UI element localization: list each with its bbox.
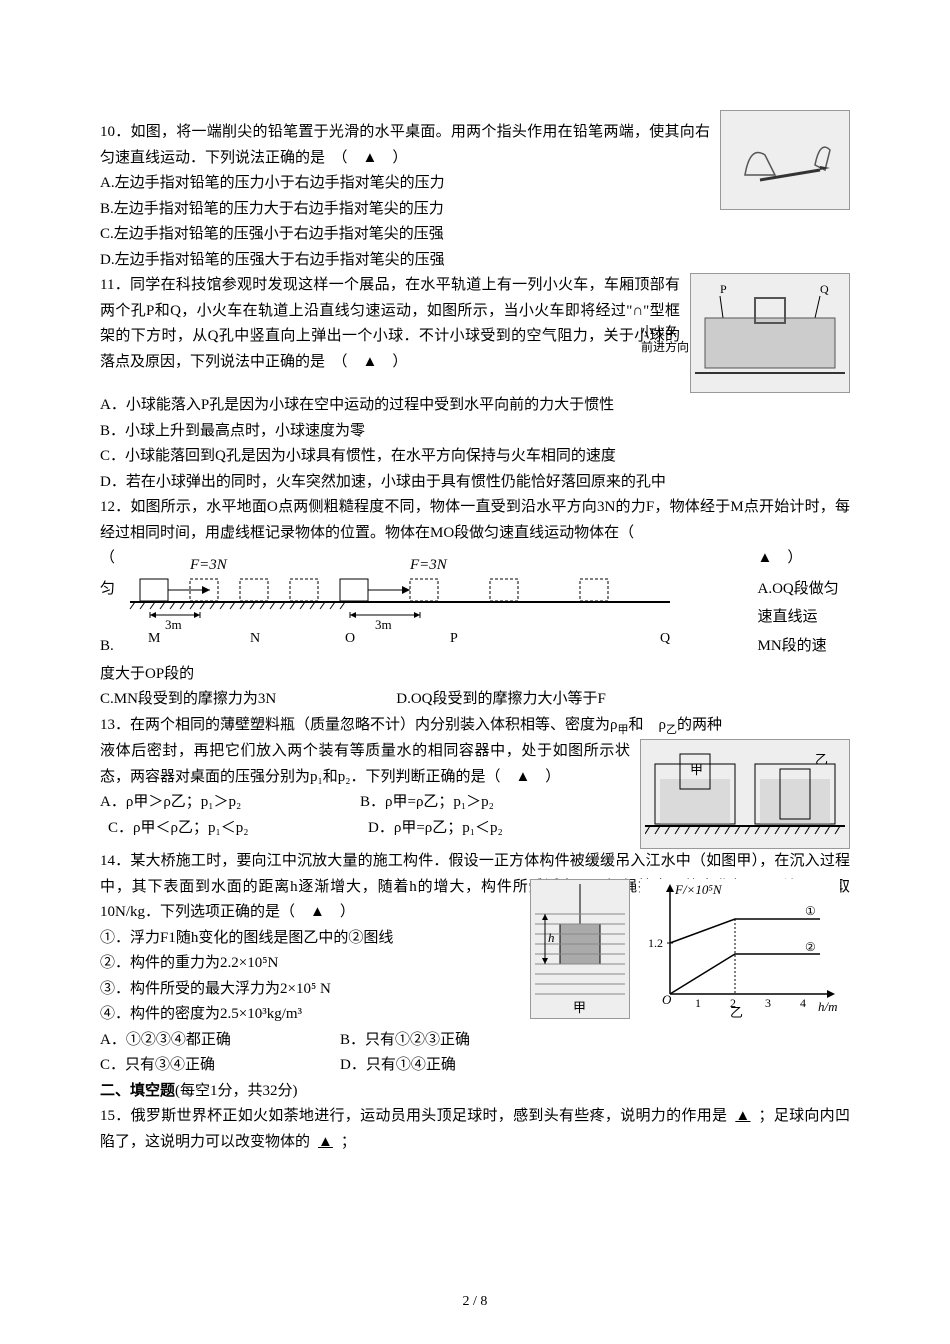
q15-number: 15． <box>100 1108 131 1124</box>
svg-text:M: M <box>148 631 161 644</box>
q11-direction-label: 前进方向 <box>641 340 689 356</box>
q11-option-c: C．小球能落回到Q孔是因为小球具有惯性，在水平方向保持与火车相同的速度 <box>100 444 850 470</box>
svg-text:乙: 乙 <box>730 1005 743 1019</box>
q13-stem-p3a: 的两种 <box>677 717 722 733</box>
svg-text:②: ② <box>805 940 816 954</box>
section-2-header: 二、填空题(每空1分，共32分) <box>100 1079 850 1105</box>
q13-number: 13． <box>100 717 130 733</box>
q11-stem-text: 同学在科技馆参观时发现这样一个展品，在水平轨道上有一列小火车，车厢顶部有两个孔P… <box>100 277 680 370</box>
svg-text:h: h <box>548 930 555 945</box>
q12-opt-b-line1: MN段的速 <box>758 633 851 662</box>
svg-text:①: ① <box>805 904 816 918</box>
q13-sub2: 乙 <box>666 724 677 736</box>
q13-stem-line1: 13．在两个相同的薄壁塑料瓶（质量忽略不计）内分别装入体积相等、密度为ρ甲和 ρ… <box>100 713 850 740</box>
q14-figure-yi: F/×10⁵N 1.2 1 2 3 4 h/m O ① ② 乙 <box>640 879 840 1019</box>
q12-option-c: C.MN段受到的摩擦力为3N <box>100 687 276 713</box>
svg-text:3: 3 <box>765 996 771 1010</box>
q11-p-label: P <box>720 282 727 296</box>
svg-text:甲: 甲 <box>573 1000 586 1014</box>
svg-text:3m: 3m <box>375 617 392 632</box>
q12-diagram: F=3N F=3N <box>120 554 680 654</box>
question-13: 13．在两个相同的薄壁塑料瓶（质量忽略不计）内分别装入体积相等、密度为ρ甲和 ρ… <box>100 713 850 850</box>
question-15: 15．俄罗斯世界杯正如火如荼地进行，运动员用头顶足球时，感到头有些疼，说明力的作… <box>100 1104 850 1155</box>
q11-option-a: A．小球能落入P孔是因为小球在空中运动的过程中受到水平向前的力大于惯性 <box>100 393 850 419</box>
svg-text:P: P <box>450 631 458 644</box>
exam-content: 10．如图，将一端削尖的铅笔置于光滑的水平桌面。用两个指头作用在铅笔两端，使其向… <box>100 120 850 1155</box>
q10-figure <box>720 110 850 210</box>
svg-text:1.2: 1.2 <box>648 936 663 950</box>
section-2-subtitle: (每空1分，共32分) <box>175 1083 298 1099</box>
q15-stem-p1: 俄罗斯世界杯正如火如荼地进行，运动员用头顶足球时，感到头有些疼，说明力的作用是 <box>131 1108 728 1124</box>
svg-text:乙: 乙 <box>815 752 828 767</box>
q12-opt-b-pre: B. <box>100 633 120 662</box>
q11-number: 11． <box>100 277 130 293</box>
q12-left-paren: （ <box>100 546 120 575</box>
q15-blank-2: ▲ <box>310 1134 341 1150</box>
question-11: 小火车 前进方向 P Q 11．同学在科技馆参观时发现这样一个展品，在水平轨道上… <box>100 273 850 495</box>
question-12: 12．如图所示，水平地面O点两侧粗糙程度不同，物体一直受到沿水平方向3N的力F，… <box>100 495 850 713</box>
q13-figure: 甲 乙 <box>640 739 850 849</box>
q12-stem: 12．如图所示，水平地面O点两侧粗糙程度不同，物体一直受到沿水平方向3N的力F，… <box>100 495 850 546</box>
q10-stem-text: 如图，将一端削尖的铅笔置于光滑的水平桌面。用两个指头作用在铅笔两端，使其向右匀速… <box>100 124 710 166</box>
q13-stem-p1: 在两个相同的薄壁塑料瓶（质量忽略不计）内分别装入体积相等、密度为ρ <box>130 717 618 733</box>
svg-text:F=3N: F=3N <box>189 557 228 573</box>
q15-stem-p3: ； <box>341 1134 356 1150</box>
section-2-title: 二、填空题 <box>100 1083 175 1099</box>
q14-option-d: D．只有①④正确 <box>340 1053 456 1079</box>
q12-tail: ▲ ） <box>758 546 851 575</box>
q14-option-a: A．①②③④都正确 <box>100 1028 300 1054</box>
q10-option-d: D.左边手指对铅笔的压强大于右边手指对笔尖的压强 <box>100 248 850 274</box>
q13-option-c: C．ρ甲＜ρ乙；p₁＜p₂ <box>108 816 328 842</box>
q12-number: 12． <box>100 499 130 515</box>
q13-option-a: A．ρ甲＞ρ乙；p₁＞p₂ <box>100 790 320 816</box>
svg-text:h/m: h/m <box>818 999 838 1014</box>
q10-number: 10． <box>100 124 131 140</box>
q14-number: 14． <box>100 853 130 869</box>
q12-opt-a-line2: 速直线运 <box>758 604 851 633</box>
q13-option-b: B．ρ甲=ρ乙；p₁＞p₂ <box>360 790 494 816</box>
q12-opt-a-line1: A.OQ段做匀 <box>758 575 851 604</box>
question-14: 14．某大桥施工时，要向江中沉放大量的施工构件．假设一正方体构件被缓缓吊入江水中… <box>100 849 850 1079</box>
q11-train-label: 小火车 <box>641 324 689 340</box>
page-number: 2 / 8 <box>0 1290 950 1314</box>
q13-sub1: 甲 <box>618 724 629 736</box>
q15-blank-1: ▲ <box>727 1108 758 1124</box>
question-10: 10．如图，将一端削尖的铅笔置于光滑的水平桌面。用两个指头作用在铅笔两端，使其向… <box>100 120 850 273</box>
q12-option-d: D.OQ段受到的摩擦力大小等于F <box>396 687 606 713</box>
q11-q-label: Q <box>820 282 829 296</box>
q11-figure: 小火车 前进方向 P Q <box>690 273 850 393</box>
q12-row-wrap: （ F=3N F=3N <box>100 546 850 662</box>
svg-text:N: N <box>250 631 260 644</box>
svg-text:F=3N: F=3N <box>409 557 448 573</box>
svg-text:甲: 甲 <box>690 762 703 777</box>
q13-option-d: D．ρ甲=ρ乙；p₁＜p₂ <box>368 816 503 842</box>
svg-text:O: O <box>345 631 355 644</box>
q12-stem-text: 如图所示，水平地面O点两侧粗糙程度不同，物体一直受到沿水平方向3N的力F，物体经… <box>100 499 850 541</box>
q11-side-labels: 小火车 前进方向 <box>641 324 689 355</box>
q12-opt-b-line2: 度大于OP段的 <box>100 662 194 688</box>
q12-opt-a-pre: 匀 <box>100 575 120 604</box>
svg-text:4: 4 <box>800 996 806 1010</box>
q14-figure-jia: h 甲 <box>530 879 630 1019</box>
q13-stem-p2: 和 ρ <box>629 717 667 733</box>
q11-option-d: D．若在小球弹出的同时，火车突然加速，小球由于具有惯性仍能恰好落回原来的孔中 <box>100 470 850 496</box>
svg-text:3m: 3m <box>165 617 182 632</box>
q14-option-b: B．只有①②③正确 <box>340 1028 470 1054</box>
svg-text:Q: Q <box>660 631 670 644</box>
svg-text:1: 1 <box>695 996 701 1010</box>
svg-text:F/×10⁵N: F/×10⁵N <box>674 882 723 897</box>
q11-option-b: B．小球上升到最高点时，小球速度为零 <box>100 419 850 445</box>
q14-option-c: C．只有③④正确 <box>100 1053 300 1079</box>
q10-option-c: C.左边手指对铅笔的压强小于右边手指对笔尖的压强 <box>100 222 850 248</box>
